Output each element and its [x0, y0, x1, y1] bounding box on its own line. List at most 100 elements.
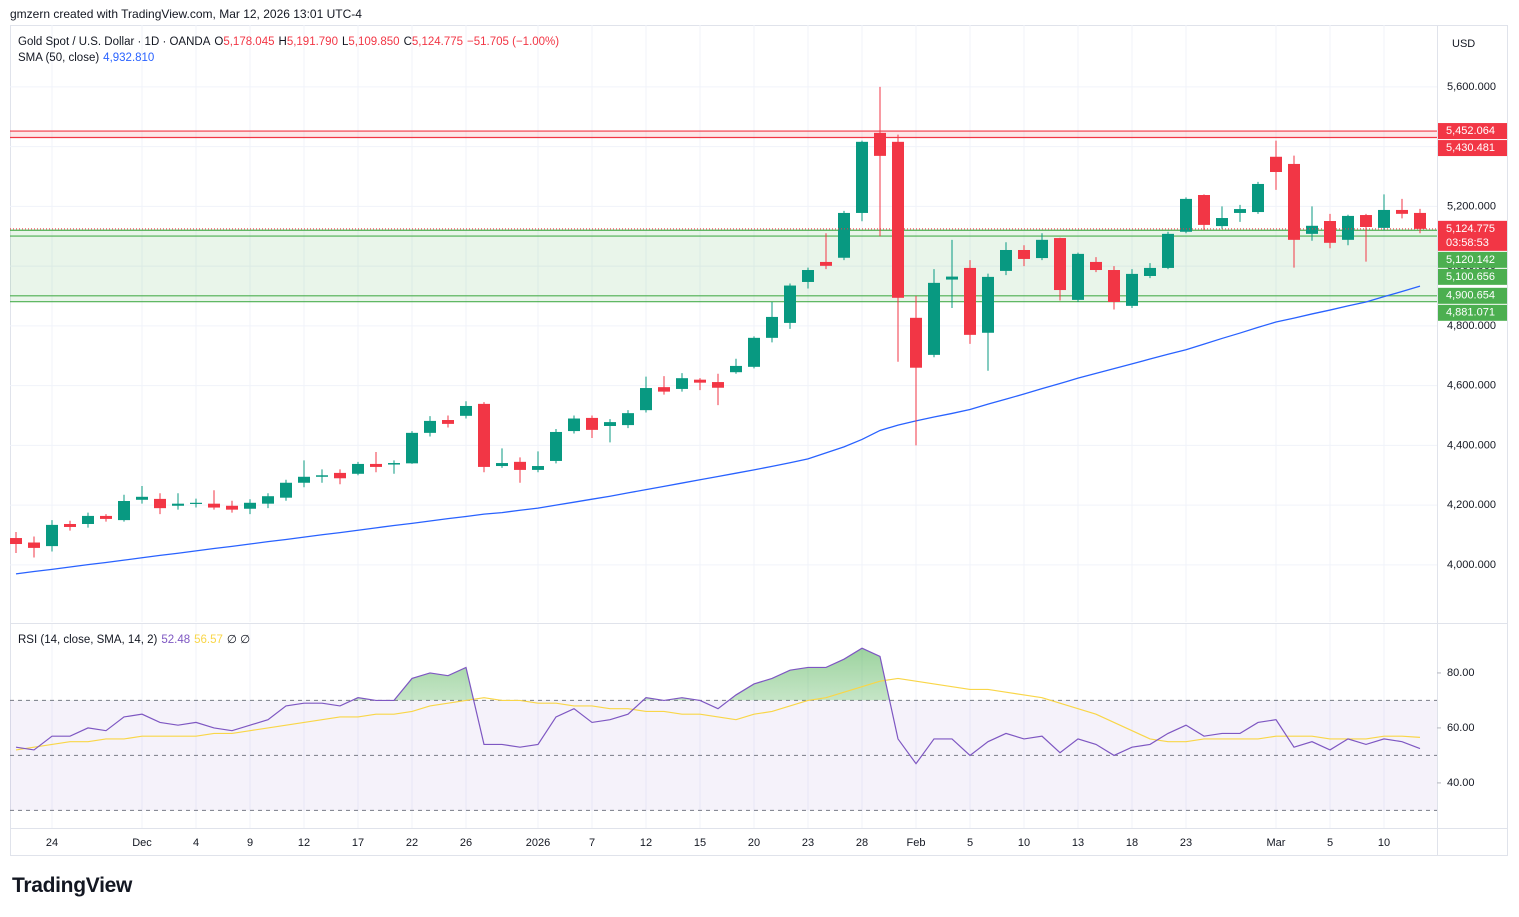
candle-body — [640, 388, 652, 411]
rsi-tick-label: 60.00 — [1447, 722, 1475, 734]
candle-body — [334, 472, 346, 479]
currency: USD — [1452, 38, 1475, 50]
legend-value: 4,932.810 — [103, 52, 155, 64]
candle-body — [676, 378, 688, 389]
y-tick-label: 4,600.000 — [1447, 380, 1496, 392]
y-tick-label: 5,600.000 — [1447, 81, 1496, 93]
candle-body — [856, 141, 868, 213]
candle-body — [1324, 221, 1336, 243]
price-label-bg — [1438, 123, 1507, 140]
candle-body — [406, 432, 418, 464]
candle-body — [370, 463, 382, 467]
x-tick-label: Feb — [907, 837, 926, 849]
sma-legend: SMA (50, close) 4,932.810 — [18, 52, 158, 64]
candle-body — [1270, 156, 1282, 173]
legend-title: SMA (50, close) — [18, 52, 100, 64]
candle-body — [766, 316, 778, 338]
price-label: 5,124.775 — [1446, 223, 1495, 235]
x-tick-label: 5 — [967, 837, 973, 849]
price-pane — [10, 86, 1437, 575]
x-tick-label: Mar — [1267, 837, 1286, 849]
price-label: 4,881.071 — [1446, 307, 1495, 319]
candle-body — [1396, 209, 1408, 214]
price-label-bg — [1438, 220, 1507, 251]
candle-body — [1054, 238, 1066, 291]
legend-key: C — [403, 36, 412, 48]
legend-key: H — [278, 36, 287, 48]
candle-body — [1306, 225, 1318, 234]
candle-body — [1000, 249, 1012, 271]
y-tick-label: 4,800.000 — [1447, 320, 1496, 332]
x-tick-label: 4 — [193, 837, 199, 849]
legend-key: O — [214, 36, 224, 48]
candle-body — [316, 475, 328, 477]
price-label-bg — [1438, 304, 1507, 321]
candle-body — [874, 132, 886, 156]
rsi-pane — [10, 647, 1437, 811]
candle-body — [694, 379, 706, 383]
level-band — [10, 131, 1437, 138]
x-tick-label: 5 — [1327, 837, 1333, 849]
candle-body — [496, 463, 508, 467]
candle-body — [64, 523, 76, 527]
candle-body — [586, 417, 598, 430]
candle-body — [1414, 212, 1426, 229]
candle-body — [1108, 270, 1120, 302]
candle-body — [1018, 249, 1030, 259]
x-tick-label: 12 — [640, 837, 652, 849]
candle-body — [982, 276, 994, 333]
candle-body — [892, 141, 904, 298]
x-tick-label: 10 — [1378, 837, 1390, 849]
candle-body — [100, 515, 112, 519]
candle-body — [352, 463, 364, 474]
candle-body — [82, 515, 94, 524]
legend-extra: ∅ ∅ — [226, 634, 251, 646]
candle-body — [1216, 218, 1228, 227]
candle-body — [244, 502, 256, 509]
y-tick-label: 4,000.000 — [1447, 559, 1496, 571]
candle-body — [550, 431, 562, 461]
rsi-line — [15, 647, 1421, 765]
price-legend: Gold Spot / U.S. Dollar · 1D · OANDA O 5,1… — [18, 36, 563, 48]
rsi-legend: RSI (14, close, SMA, 14, 2) 52.48 56.57 ∅ ∅ — [18, 632, 254, 646]
price-labels: 5,452.064 5,430.481 5,124.775 03:58:53 5,120… — [1438, 123, 1507, 321]
price-label: 03:58:53 — [1446, 237, 1489, 249]
candle-body — [964, 267, 976, 335]
x-tick-label: 9 — [247, 837, 253, 849]
candle-body — [748, 337, 760, 367]
x-tick-label: 13 — [1072, 837, 1084, 849]
candle-body — [928, 282, 940, 355]
candle-body — [1036, 239, 1048, 259]
candle-body — [568, 418, 580, 432]
candle-body — [1360, 215, 1372, 227]
candle-body — [442, 420, 454, 424]
candle-body — [10, 538, 22, 545]
candle-body — [1198, 195, 1210, 225]
legend-value: 5,109.850 — [348, 36, 400, 48]
candle-body — [136, 496, 148, 500]
price-label-bg — [1438, 287, 1507, 304]
price-label-bg — [1438, 140, 1507, 157]
candle-body — [1378, 209, 1390, 228]
legend-title: Gold Spot / U.S. Dollar · 1D · OANDA — [18, 36, 211, 48]
candle-body — [1162, 233, 1174, 268]
rsi-tick-label: 40.00 — [1447, 777, 1475, 789]
x-tick-label: 7 — [589, 837, 595, 849]
x-tick-label: 2026 — [526, 837, 550, 849]
price-label: 5,452.064 — [1446, 125, 1495, 137]
level-band — [10, 295, 1437, 302]
price-label: 4,900.654 — [1446, 290, 1495, 302]
price-label-bg — [1438, 268, 1507, 285]
rsi-line — [15, 677, 1421, 751]
candle-body — [154, 498, 166, 509]
x-tick-label: 18 — [1126, 837, 1138, 849]
sma-line — [15, 285, 1421, 575]
candle-body — [1072, 253, 1084, 300]
candle-body — [1288, 163, 1300, 240]
candle-body — [910, 317, 922, 368]
candle-body — [1252, 183, 1264, 213]
level-band — [10, 236, 1437, 296]
candle-body — [172, 503, 184, 506]
price-label: 5,430.481 — [1446, 142, 1495, 154]
candle-body — [1180, 198, 1192, 232]
